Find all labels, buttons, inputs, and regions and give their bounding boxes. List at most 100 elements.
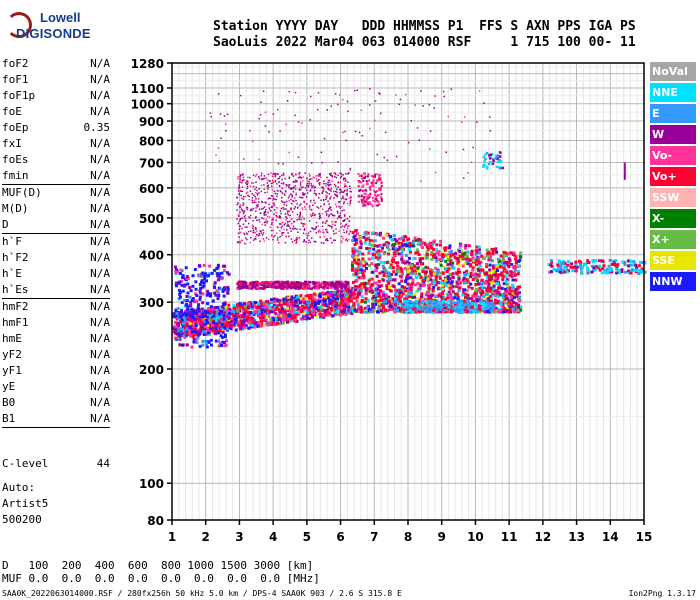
echo-point: [237, 285, 241, 289]
echo-point: [359, 287, 363, 291]
echo-point: [304, 187, 307, 189]
echo-point: [442, 254, 446, 258]
echo-point: [471, 299, 475, 303]
echo-point: [206, 317, 210, 321]
echo-point: [242, 223, 245, 225]
echo-point: [290, 230, 292, 232]
echo-point: [203, 309, 207, 313]
echo-point: [405, 240, 409, 244]
echo-point: [430, 303, 434, 307]
echo-point: [440, 258, 444, 262]
echo-point: [382, 243, 386, 247]
echo-point: [371, 270, 375, 274]
echo-point: [300, 203, 302, 206]
echo-point: [288, 186, 290, 188]
echo-point: [208, 318, 212, 322]
echo-point: [488, 295, 492, 299]
echo-point: [318, 173, 320, 175]
echo-point: [206, 302, 210, 305]
echo-point: [366, 305, 370, 309]
echo-point: [399, 308, 403, 311]
echo-point: [518, 258, 522, 262]
echo-point: [428, 274, 432, 278]
echo-point: [434, 277, 438, 281]
echo-point: [472, 260, 475, 264]
echo-point: [327, 239, 329, 242]
echo-point: [327, 215, 330, 218]
echo-point: [236, 218, 238, 220]
echo-point: [342, 219, 345, 222]
echo-point: [312, 308, 316, 312]
echo-point: [353, 258, 356, 262]
param-label: yE: [2, 380, 16, 393]
echo-point: [250, 287, 254, 290]
echo-point: [485, 264, 489, 268]
echo-point: [209, 320, 212, 324]
echo-point: [215, 272, 219, 276]
echo-point: [275, 232, 278, 234]
echo-point: [444, 284, 448, 287]
echo-point: [232, 304, 236, 308]
echo-point: [410, 272, 414, 276]
echo-point: [453, 285, 457, 289]
echo-point: [434, 275, 438, 279]
echo-point: [281, 234, 283, 237]
echo-point: [224, 317, 228, 321]
echo-point: [413, 283, 417, 287]
echo-point: [225, 327, 229, 331]
echo-point: [218, 328, 222, 332]
echo-point: [201, 339, 205, 343]
echo-point: [297, 285, 301, 289]
param-value: 0.35: [83, 121, 111, 134]
echo-point: [273, 305, 277, 309]
echo-point: [335, 176, 338, 179]
echo-point: [315, 287, 319, 290]
echo-point: [206, 328, 210, 332]
echo-point: [393, 237, 397, 241]
echo-point: [513, 310, 517, 314]
echo-point: [559, 264, 563, 268]
echo-point: [350, 264, 354, 267]
echo-point: [421, 241, 425, 245]
echo-point: [261, 178, 263, 180]
echo-point: [422, 277, 426, 281]
echo-point: [304, 296, 308, 300]
echo-point: [247, 176, 249, 178]
echo-point: [211, 329, 215, 333]
echo-point: [448, 294, 452, 298]
echo-point: [217, 331, 221, 335]
echo-point: [215, 289, 219, 293]
echo-point: [513, 265, 517, 269]
echo-point: [250, 237, 252, 239]
echo-point: [333, 282, 337, 285]
echo-point: [479, 302, 483, 306]
echo-point: [488, 289, 492, 293]
echo-point: [426, 247, 430, 251]
echo-point: [416, 305, 419, 308]
echo-point: [275, 219, 277, 222]
echo-point: [281, 321, 285, 324]
echo-point: [403, 309, 407, 312]
echo-point: [265, 280, 269, 284]
echo-point: [355, 278, 359, 282]
echo-point: [277, 308, 281, 312]
echo-point: [615, 271, 619, 275]
echo-point: [214, 332, 218, 336]
echo-point: [238, 206, 241, 208]
echo-point: [186, 291, 190, 295]
echo-point: [637, 272, 641, 275]
echo-point: [290, 188, 293, 190]
echo-point: [461, 252, 465, 256]
echo-point: [321, 192, 323, 195]
echo-point: [475, 250, 479, 254]
echo-point: [308, 206, 311, 208]
echo-point: [504, 291, 508, 295]
echo-point: [223, 344, 227, 348]
echo-point: [292, 188, 294, 190]
echo-point: [198, 295, 202, 299]
echo-point: [597, 266, 601, 270]
echo-point: [320, 199, 322, 201]
echo-point: [266, 182, 269, 184]
echo-point: [466, 272, 470, 276]
echo-point: [252, 229, 255, 232]
